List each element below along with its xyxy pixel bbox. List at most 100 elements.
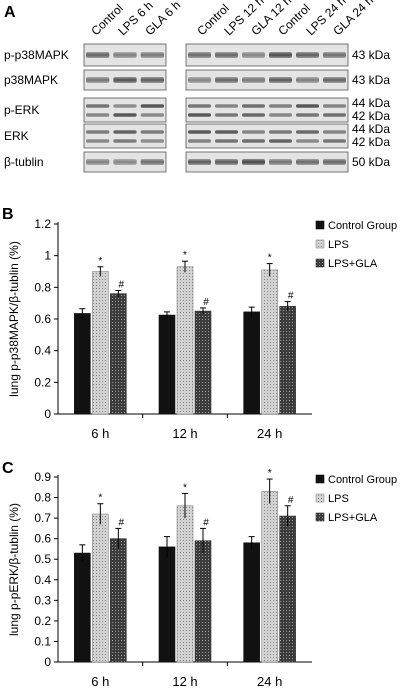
blot-band <box>188 130 211 134</box>
blot-band <box>215 159 238 165</box>
blot-strip <box>185 151 349 173</box>
legend-swatch <box>315 493 325 503</box>
blot-band <box>269 130 292 134</box>
bar <box>176 505 194 663</box>
bar <box>110 538 127 663</box>
blot-band <box>323 159 346 165</box>
blot-band <box>242 52 265 58</box>
y-tick-label: 0.7 <box>34 511 51 525</box>
legend-swatch <box>315 239 325 249</box>
panel-label-a: A <box>4 4 16 21</box>
y-tick-label: 0.2 <box>34 614 51 628</box>
blot-band <box>242 139 265 143</box>
y-tick-label: 0.8 <box>34 280 51 294</box>
panel-label-c: C <box>2 460 14 477</box>
blot-band <box>140 77 164 83</box>
y-tick-label: 1 <box>44 249 51 263</box>
blot-band <box>188 113 211 117</box>
blot-band <box>296 159 319 165</box>
blot-band <box>140 52 164 58</box>
kda-label: 50 kDa <box>352 155 390 169</box>
blot-band <box>215 139 238 143</box>
blot-row: p38MAPK 43 kDa <box>4 69 390 91</box>
blot-band <box>113 159 137 165</box>
y-tick-label: 0.9 <box>34 470 51 484</box>
blot-band <box>296 52 319 58</box>
legend-swatch <box>315 512 325 522</box>
blot-band <box>188 159 211 165</box>
blot-strip <box>185 69 349 91</box>
y-tick-label: 0.2 <box>34 375 51 389</box>
blot-band <box>215 77 238 83</box>
blot-band <box>323 139 346 143</box>
bar <box>92 513 109 663</box>
kda-label: 44 kDa <box>352 96 390 110</box>
blot-band <box>188 77 211 83</box>
blot-band <box>215 130 238 134</box>
blot-band <box>215 113 238 117</box>
blot-band <box>86 139 110 143</box>
blot-band <box>296 113 319 117</box>
blot-band <box>140 113 164 117</box>
kda-label: 42 kDa <box>352 135 390 149</box>
bar <box>243 542 260 663</box>
blot-band <box>296 130 319 134</box>
blot-row-label: ERK <box>4 129 29 143</box>
x-tick-label: 24 h <box>257 426 282 441</box>
blot-band <box>113 139 137 143</box>
significance-mark: # <box>119 280 125 291</box>
blot-band <box>242 159 265 165</box>
y-axis-label: lung p-p38MAPK/β-tublin (%) <box>7 241 21 397</box>
bar <box>176 266 194 415</box>
blot-band <box>242 113 265 117</box>
kda-label: 42 kDa <box>352 109 390 123</box>
blot-band <box>269 77 292 83</box>
x-tick-label: 12 h <box>172 674 197 688</box>
significance-mark: * <box>183 482 187 493</box>
legend-swatch <box>315 220 325 230</box>
y-tick-label: 0.6 <box>34 312 51 326</box>
blot-band <box>86 104 110 108</box>
blot-band <box>242 77 265 83</box>
bar <box>110 293 127 415</box>
bar <box>92 271 109 415</box>
legend-label: Control Group <box>328 220 397 232</box>
bar <box>74 313 91 415</box>
blot-strip <box>185 123 349 149</box>
blot-band <box>215 52 238 58</box>
blot-band <box>113 130 137 134</box>
y-tick-label: 0.4 <box>34 573 51 587</box>
blot-band <box>269 52 292 58</box>
significance-mark: # <box>288 291 294 302</box>
blot-band <box>113 77 137 83</box>
y-tick-label: 1.2 <box>34 217 51 231</box>
legend-label: LPS <box>328 239 349 251</box>
bar <box>279 306 296 415</box>
blot-band <box>140 139 164 143</box>
bar <box>261 269 278 415</box>
blot-band <box>188 52 211 58</box>
blot-row-label: p-p38MAPK <box>4 48 69 62</box>
y-tick-label: 0.3 <box>34 593 51 607</box>
blot-band <box>242 104 265 108</box>
blot-band <box>269 104 292 108</box>
blot-row-label: β-tublin <box>4 155 44 169</box>
kda-label: 43 kDa <box>352 48 390 62</box>
blot-band <box>86 113 110 117</box>
blot-row-label: p-ERK <box>4 103 39 117</box>
x-tick-label: 6 h <box>91 426 109 441</box>
x-tick-label: 24 h <box>257 674 282 688</box>
y-axis-label: lung p-pERK/β-tublin (%) <box>7 503 21 636</box>
legend-label: LPS <box>328 493 349 505</box>
blot-strip <box>185 97 349 123</box>
p38-bar-chart-panel: B 0 0.2 0.4 0.6 0.8 1 1.2 lung p-p38MAPK/β-tubl… <box>2 206 397 441</box>
blot-row: β-tublin 50 kDa <box>4 151 390 173</box>
y-tick-label: 0 <box>44 407 51 421</box>
blot-row: p-p38MAPK 43 kDa <box>4 43 390 67</box>
x-tick-label: 6 h <box>91 674 109 688</box>
